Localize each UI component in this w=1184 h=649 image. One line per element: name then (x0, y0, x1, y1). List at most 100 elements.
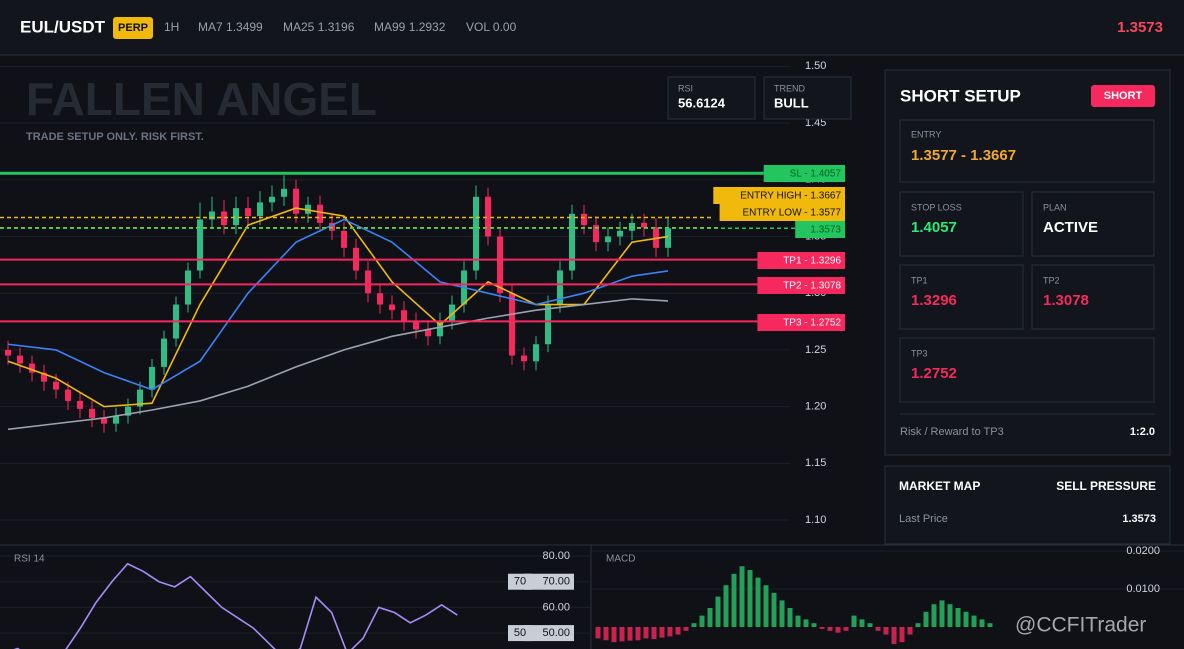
y-tick-label: 1.45 (805, 117, 826, 129)
card-label: TP1 (911, 275, 928, 285)
macd-bar (675, 626, 681, 635)
macd-bar (611, 626, 617, 643)
candle-body (197, 219, 203, 271)
volume: VOL 0.00 (466, 20, 517, 34)
tp-value: 1.3296 (911, 292, 957, 309)
tp-card (899, 264, 1024, 330)
macd-bar (835, 626, 841, 633)
macd-bar (627, 626, 633, 641)
macd-bar (715, 596, 721, 627)
macd-bar (955, 608, 961, 627)
macd-bar (603, 626, 609, 641)
ma99: MA99 1.2932 (374, 20, 446, 34)
macd-bar (763, 585, 769, 627)
ma25: MA25 1.3196 (283, 20, 355, 34)
macd-bar (787, 608, 793, 627)
macd-bar (875, 626, 881, 631)
timeframe[interactable]: 1H (164, 20, 179, 34)
panel-title: MACD (606, 554, 635, 565)
panel-title: RSI 14 (14, 554, 45, 565)
candle-body (581, 213, 587, 226)
macd-bar (883, 626, 889, 635)
y-tick-label: 1.20 (805, 401, 826, 413)
candle-body (329, 222, 335, 231)
candle-body (605, 236, 611, 243)
candle-body (437, 321, 443, 337)
candle-body (665, 228, 671, 248)
level-label: TP2 - 1.3078 (783, 281, 841, 292)
candle-body (233, 208, 239, 226)
candle-body (209, 211, 215, 220)
candle-body (41, 372, 47, 382)
macd-bar (971, 615, 977, 627)
tp-value: 1.3078 (1043, 292, 1089, 309)
macd-bar (667, 626, 673, 637)
ma-line (7, 298, 669, 431)
stat-label: RSI (678, 83, 693, 93)
macd-bar (795, 615, 801, 627)
y-tick-label: 1.50 (805, 60, 826, 72)
level-label: SL - 1.4057 (790, 169, 842, 180)
candle-body (317, 204, 323, 223)
stat-value: BULL (774, 95, 809, 110)
candle-body (77, 400, 83, 409)
macd-bar (731, 573, 737, 627)
candle-body (449, 304, 455, 322)
y-tick-label: 60.00 (542, 601, 570, 613)
ma-value: 1.3499 (226, 20, 263, 34)
y-tick-label: 1.10 (805, 514, 826, 526)
perp-badge: PERP (118, 22, 148, 34)
candle-body (101, 417, 107, 424)
candle-body (5, 349, 11, 356)
macd-bar (947, 604, 953, 627)
candle-body (293, 188, 299, 214)
macd-bar (979, 619, 985, 627)
candle-body (341, 230, 347, 248)
macd-bar (851, 615, 857, 627)
symbol: EUL/USDT (20, 17, 106, 36)
candle-body (149, 366, 155, 390)
y-tick-label: 1.25 (805, 344, 826, 356)
card-label: TP2 (1043, 275, 1060, 285)
sl-card (899, 191, 1024, 257)
candle-body (17, 355, 23, 364)
vol-label: VOL (466, 20, 490, 34)
y-tick-label: 50.00 (542, 627, 570, 639)
card-label: PLAN (1043, 202, 1067, 212)
badge-box (508, 573, 532, 590)
map-title: MARKET MAP (899, 479, 980, 493)
setup-title: SHORT SETUP (900, 86, 1021, 105)
ma-label: MA7 (198, 20, 223, 34)
stat-value: 56.6124 (678, 95, 726, 110)
card-label: TP3 (911, 348, 928, 358)
plan-value: ACTIVE (1043, 219, 1098, 236)
macd-bar (827, 626, 833, 631)
macd-bar (859, 619, 865, 627)
macd-bar (939, 600, 945, 627)
macd-bar (747, 570, 753, 627)
candle-body (509, 293, 515, 356)
macd-bar (659, 626, 665, 638)
rr-value: 1:2.0 (1130, 426, 1155, 438)
candle-body (533, 344, 539, 362)
macd-bar (723, 585, 729, 627)
candle-body (125, 406, 131, 416)
level-tag (757, 314, 845, 331)
candle-body (545, 304, 551, 345)
candle-body (485, 196, 491, 237)
tp-card (1031, 264, 1155, 330)
plan-card (1031, 191, 1155, 257)
candle-body (257, 202, 263, 217)
stat-card (763, 76, 852, 120)
macd-bar (707, 608, 713, 627)
candle-body (389, 304, 395, 311)
stat-label: TREND (774, 83, 805, 93)
macd-bar (923, 611, 929, 627)
level-badge: 50 (514, 627, 526, 639)
top-bar (0, 0, 1184, 55)
macd-bar (891, 626, 897, 645)
card-label: STOP LOSS (911, 202, 962, 212)
